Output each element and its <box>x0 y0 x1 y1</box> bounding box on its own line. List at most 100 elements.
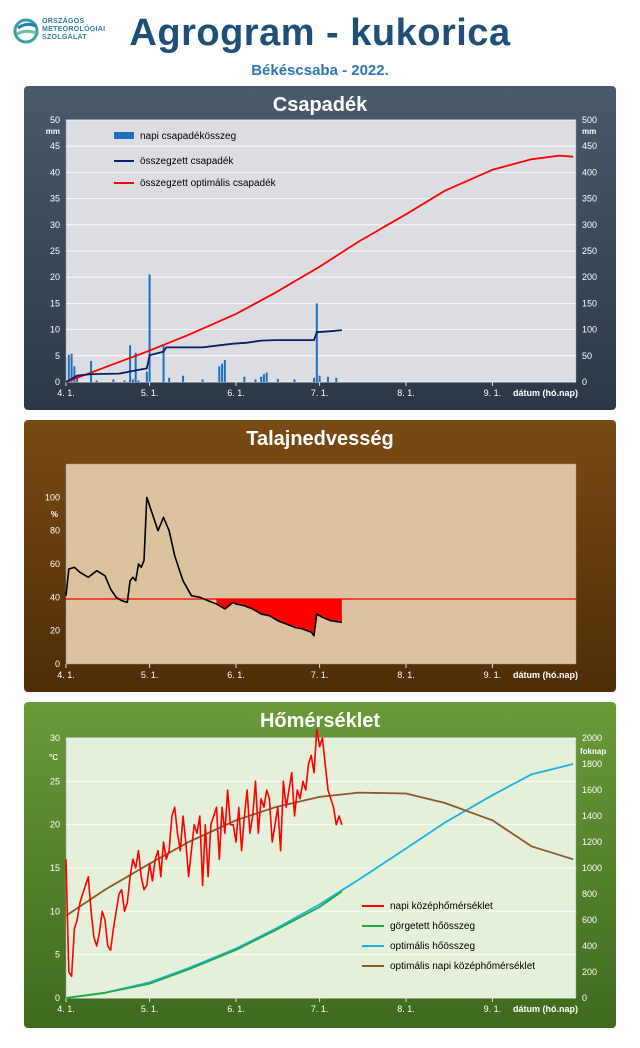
y-tick-label: 20 <box>50 626 60 636</box>
y-left-tick-label: 40 <box>50 167 60 177</box>
x-tick-label: 8. 1. <box>397 388 415 398</box>
optimal-heat-sum-line <box>65 763 574 999</box>
x-tick-label: 8. 1. <box>397 1004 415 1014</box>
x-tick-label: 8. 1. <box>397 670 415 680</box>
logo-line-2: METEOROLÓGIAI <box>42 26 106 33</box>
page-title: Agrogram - kukorica <box>129 12 511 54</box>
y-right-tick-label: 300 <box>582 220 597 230</box>
precip-bar <box>162 344 165 382</box>
y-right-tick-label: 800 <box>582 889 597 899</box>
legend-label-bars: napi csapadékösszeg <box>140 131 236 142</box>
soil-moisture-chart: 4. 1. 5. 1. 6. 1. 7. 1. 8. 1. 9. 1. dátum (hó.… <box>45 463 578 680</box>
temperature-chart: 4. 1. 5. 1. 6. 1. 7. 1. 8. 1. 9. 1. dátum (hó.… <box>49 728 606 1014</box>
precip-bar <box>131 379 134 382</box>
y-right-tick-label: 1600 <box>582 785 602 795</box>
temperature-title: Hőmérséklet <box>259 710 381 732</box>
daily-mean-temp-line <box>65 728 343 978</box>
y-right-tick-label: 0 <box>582 993 587 1003</box>
x-tick-label: 7. 1. <box>311 670 329 680</box>
plot-area <box>65 463 577 665</box>
y-right-tick-label: 400 <box>582 941 597 951</box>
y-left-tick-label: 20 <box>50 272 60 282</box>
y-left-tick-label: 15 <box>50 863 60 873</box>
y-tick-label: 60 <box>50 559 60 569</box>
y-right-tick-label: 200 <box>582 272 597 282</box>
y-right-unit: foknap <box>580 747 606 756</box>
logo-text: ORSZÁGOS METEOROLÓGIAI SZOLGÁLAT <box>42 18 105 42</box>
precip-bar <box>76 377 79 382</box>
precip-bar <box>326 376 329 382</box>
legend-label-3: optimális hőösszeg <box>390 941 475 952</box>
precip-bar <box>73 366 76 382</box>
precip-bar <box>315 303 318 382</box>
x-tick-label: 6. 1. <box>227 670 245 680</box>
precip-bar <box>137 380 140 382</box>
legend-label-optimal: összegzett optimális csapadék <box>140 178 277 189</box>
y-left-tick-label: 25 <box>50 246 60 256</box>
legend-swatch-bars <box>114 132 134 139</box>
precip-bar <box>223 359 226 382</box>
y-right-tick-label: 150 <box>582 298 597 308</box>
legend-label-4: optimális napi középhőmérséklet <box>390 961 535 972</box>
x-tick-label: 4. 1. <box>57 388 75 398</box>
x-tick-label: 7. 1. <box>311 388 329 398</box>
precip-bar <box>182 375 185 382</box>
legend-label-1: napi középhőmérséklet <box>390 901 493 912</box>
precip-bar <box>276 378 279 382</box>
y-right-tick-label: 200 <box>582 967 597 977</box>
precip-sum-line <box>65 329 342 383</box>
precip-bar <box>145 371 148 382</box>
y-left-tick-label: 50 <box>50 115 60 125</box>
precip-bar <box>318 375 321 382</box>
precip-bar <box>112 379 115 382</box>
temperature-panel: Hőmérséklet 4. 1. 5. 1. 6. 1. 7. 1. 8. 1. 9. … <box>24 702 616 1028</box>
x-tick-label: 5. 1. <box>141 1004 159 1014</box>
x-tick-label: 4. 1. <box>57 1004 75 1014</box>
precip-bar <box>129 345 132 382</box>
precip-bar <box>70 353 73 382</box>
y-right-unit: mm <box>582 127 596 136</box>
soil-moisture-line <box>65 496 343 637</box>
logo-line-3: SZOLGÁLAT <box>42 34 87 41</box>
y-right-tick-label: 50 <box>582 351 592 361</box>
y-right-tick-label: 2000 <box>582 733 602 743</box>
y-right-tick-label: 0 <box>582 377 587 387</box>
precip-bar <box>262 374 265 382</box>
x-tick-label: 9. 1. <box>484 1004 502 1014</box>
x-axis-label: dátum (hó.nap) <box>513 670 578 680</box>
precip-bar <box>168 377 171 382</box>
y-tick-label: 100 <box>45 492 60 502</box>
precip-bar <box>134 352 137 382</box>
y-left-tick-label: 10 <box>50 906 60 916</box>
precip-bar <box>243 376 246 382</box>
precipitation-panel: Csapadék 4. 1. 5. 1. 6. 1. 7. 1. 8. 1. 9. 1. d… <box>24 86 616 410</box>
precip-bar <box>221 363 224 382</box>
precip-bar <box>293 379 296 382</box>
x-tick-label: 9. 1. <box>484 388 502 398</box>
precip-bar <box>218 366 221 382</box>
y-left-tick-label: 30 <box>50 733 60 743</box>
precip-bar <box>148 274 151 382</box>
x-axis-label: dátum (hó.nap) <box>513 1004 578 1014</box>
x-tick-label: 6. 1. <box>227 388 245 398</box>
y-left-tick-label: 0 <box>55 993 60 1003</box>
logo-line-1: ORSZÁGOS <box>42 18 85 25</box>
deficit-area <box>216 599 342 636</box>
soil-moisture-panel: Talajnedvesség 4. 1. 5. 1. 6. 1. 7. 1. 8. 1.… <box>24 420 616 692</box>
page-subtitle: Békéscsaba - 2022. <box>251 62 389 79</box>
y-right-tick-label: 500 <box>582 115 597 125</box>
precip-bar <box>254 379 257 382</box>
y-right-tick-label: 400 <box>582 167 597 177</box>
y-tick-label: 0 <box>55 659 60 669</box>
x-tick-label: 5. 1. <box>141 388 159 398</box>
precip-bar <box>67 354 70 382</box>
y-left-tick-label: 35 <box>50 194 60 204</box>
y-tick-label: 80 <box>50 526 60 536</box>
y-right-tick-label: 1200 <box>582 837 602 847</box>
y-right-tick-label: 600 <box>582 915 597 925</box>
y-left-tick-label: 25 <box>50 776 60 786</box>
y-left-unit: °C <box>49 753 58 762</box>
y-right-tick-label: 100 <box>582 325 597 335</box>
precip-bar <box>123 380 126 382</box>
precip-bar <box>335 377 338 382</box>
